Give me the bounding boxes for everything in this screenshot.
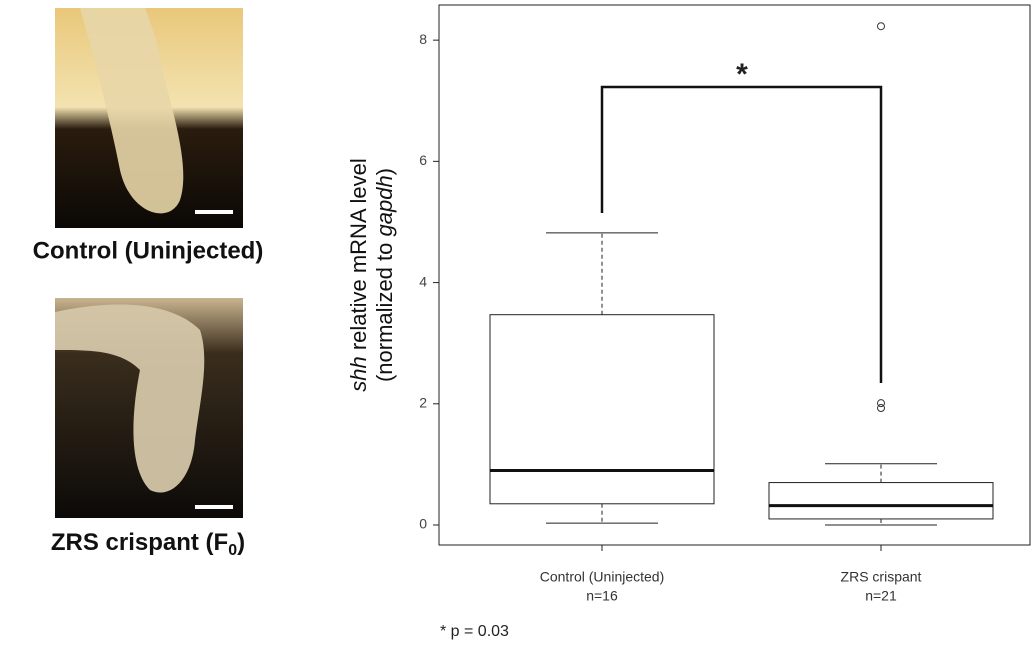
- box: [489, 314, 715, 505]
- photo-crispant: [55, 298, 243, 518]
- y-tick-label: 6: [419, 152, 427, 168]
- panel-label-suffix: ): [237, 529, 245, 556]
- n-label: n=21: [865, 588, 897, 604]
- n-label: n=16: [586, 588, 618, 604]
- outlier: [877, 22, 885, 31]
- outlier: [877, 399, 885, 408]
- panel-label: ZRS crispant (F0): [51, 529, 245, 559]
- y-axis-label-part: ): [372, 168, 397, 175]
- y-axis-label-part: shh: [346, 356, 371, 391]
- x-tick-label: Control (Uninjected): [540, 569, 665, 585]
- y-tick-label: 8: [419, 31, 427, 47]
- y-axis-label-part: relative mRNA level: [346, 158, 371, 356]
- y-tick-label: 4: [419, 273, 427, 289]
- panel-label-text: ZRS crispant (F: [51, 529, 228, 556]
- x-tick-label: ZRS crispant: [841, 569, 922, 585]
- y-tick-label: 0: [419, 516, 427, 532]
- y-axis-label: shh relative mRNA level(normalized to ga…: [346, 158, 397, 392]
- box: [768, 482, 994, 520]
- y-axis-label-part: gapdh: [372, 175, 397, 236]
- panel-label-subscript: 0: [228, 542, 237, 559]
- significance-bracket: [600, 85, 883, 383]
- plot-frame: [438, 4, 1031, 546]
- y-axis-label-part: (normalized to: [372, 237, 397, 383]
- footnote: * p = 0.03: [440, 623, 509, 640]
- photo-control: [55, 8, 243, 228]
- outlier: [877, 404, 885, 413]
- y-tick-label: 2: [419, 394, 427, 410]
- significance-annotation: *: [736, 58, 748, 91]
- panel-label: Control (Uninjected): [33, 237, 264, 264]
